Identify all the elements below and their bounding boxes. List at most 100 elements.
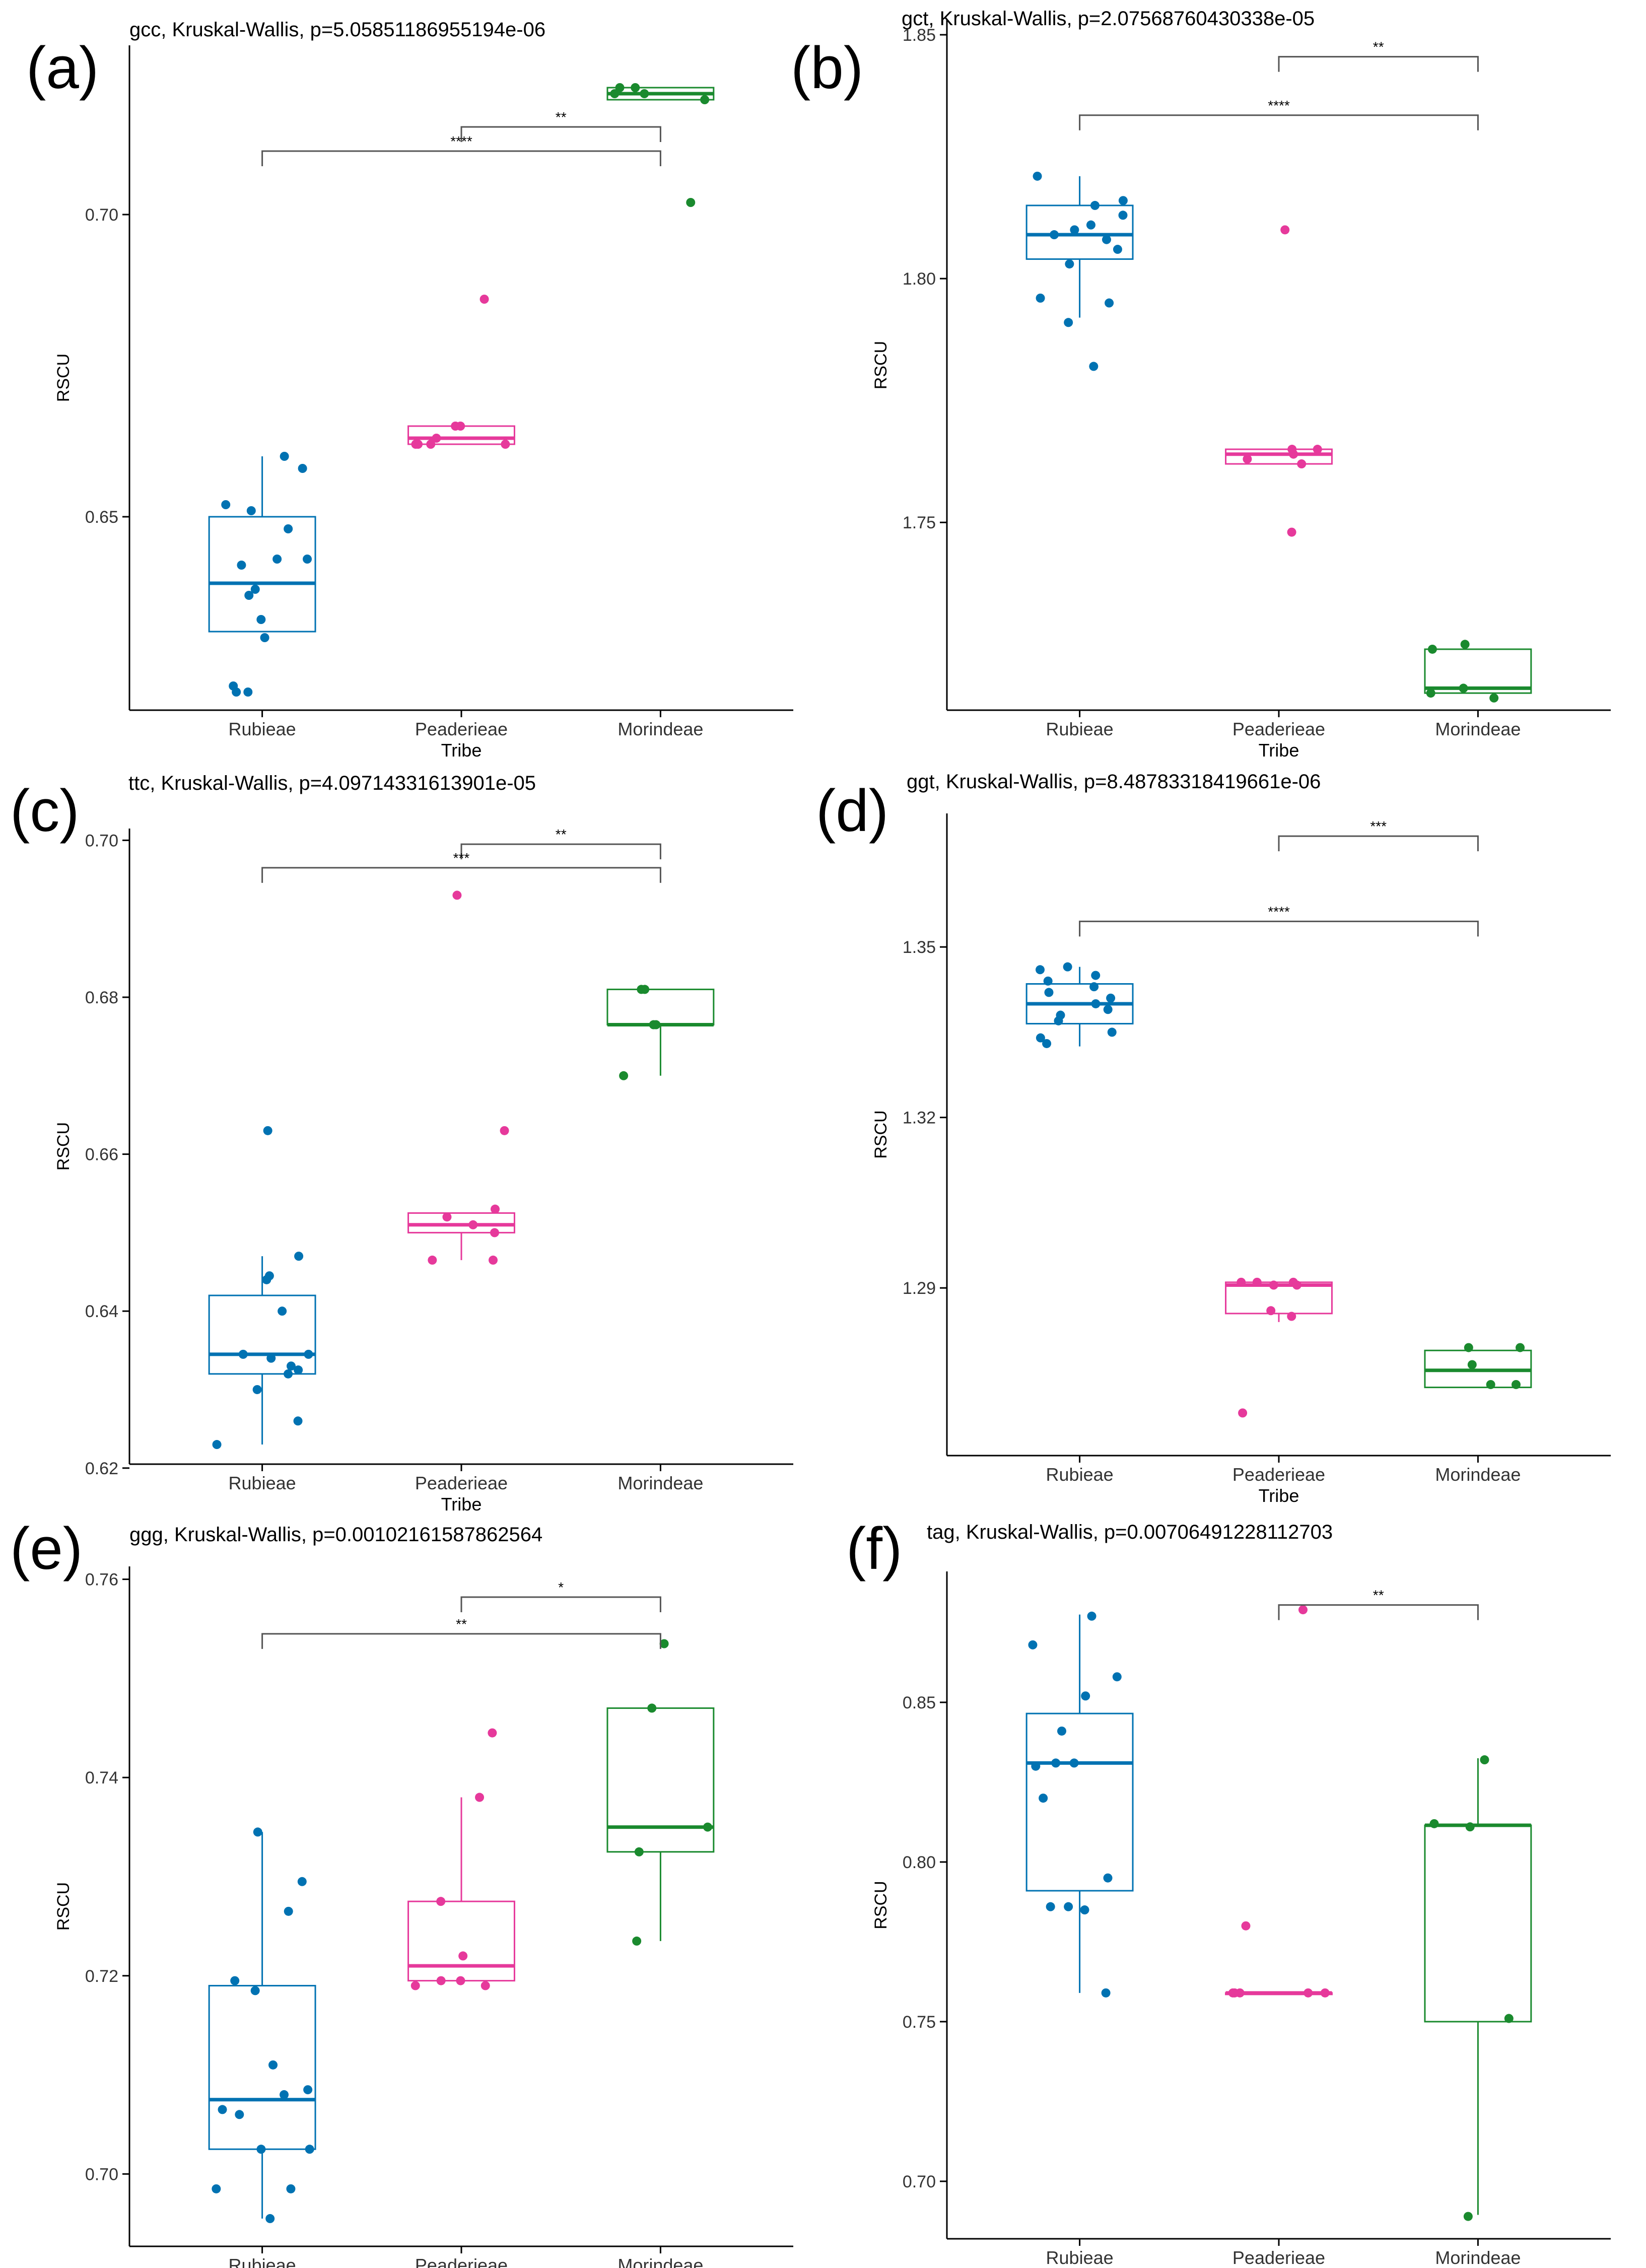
y-tick-label: 0.65 bbox=[85, 508, 118, 527]
box-peaderieae bbox=[1225, 448, 1333, 465]
data-point bbox=[265, 2214, 275, 2223]
box-iqr bbox=[1025, 204, 1134, 260]
box-rubieae bbox=[208, 1256, 316, 1445]
data-point bbox=[1252, 1277, 1262, 1287]
bracket-line bbox=[261, 150, 661, 166]
data-point bbox=[640, 89, 649, 98]
y-tick-label: 0.62 bbox=[85, 1459, 118, 1478]
data-point bbox=[1103, 1873, 1113, 1883]
data-point bbox=[1033, 171, 1042, 181]
data-point bbox=[278, 1307, 287, 1316]
x-tick-label: Morindeae bbox=[1435, 1464, 1521, 1485]
x-tick-label: Peaderieae bbox=[1232, 2247, 1325, 2268]
data-point bbox=[1064, 1902, 1073, 1911]
data-point bbox=[686, 198, 696, 207]
x-tick-label: Rubieae bbox=[229, 1473, 296, 1493]
panel-label: (e) bbox=[10, 1516, 83, 1582]
significance-bracket: **** bbox=[1079, 98, 1479, 130]
data-point bbox=[651, 1020, 661, 1029]
data-point bbox=[294, 1252, 304, 1261]
x-axis-label: Tribe bbox=[1259, 740, 1299, 761]
y-tick-label: 1.29 bbox=[903, 1279, 936, 1298]
panel-a: (a) gcc, Kruskal-Wallis, p=5.058511869551… bbox=[26, 19, 793, 761]
box-morindeae bbox=[1424, 1349, 1532, 1389]
box-morindeae bbox=[606, 1707, 715, 1941]
data-point bbox=[436, 1976, 446, 1985]
y-tick-label: 1.35 bbox=[903, 938, 936, 957]
data-point bbox=[284, 524, 293, 533]
bracket-line bbox=[1079, 920, 1479, 937]
data-point bbox=[262, 1275, 271, 1284]
y-tick-label: 0.64 bbox=[85, 1302, 118, 1321]
bracket-label: *** bbox=[1370, 818, 1387, 834]
data-point bbox=[1287, 1312, 1296, 1321]
data-point bbox=[1269, 1280, 1278, 1290]
panel-label: (b) bbox=[791, 35, 863, 101]
panel-b: (b) gct, Kruskal-Wallis, p=2.075687604303… bbox=[791, 8, 1611, 761]
data-point bbox=[232, 688, 241, 697]
y-tick-label: 1.80 bbox=[903, 269, 936, 289]
x-tick-label: Peaderieae bbox=[1232, 719, 1325, 739]
significance-bracket: ** bbox=[460, 109, 661, 142]
data-point bbox=[1313, 445, 1322, 454]
data-point bbox=[1465, 1822, 1475, 1832]
data-point bbox=[1050, 230, 1059, 240]
data-point bbox=[286, 2184, 296, 2193]
panel-label: (d) bbox=[816, 778, 888, 844]
data-point bbox=[1057, 1726, 1067, 1736]
significance-bracket: *** bbox=[1278, 818, 1479, 852]
x-tick-label: Rubieae bbox=[229, 719, 296, 739]
data-point bbox=[1464, 1343, 1473, 1352]
data-point bbox=[212, 1440, 222, 1450]
data-point bbox=[252, 1385, 262, 1394]
y-tick-label: 0.70 bbox=[85, 831, 118, 850]
data-point bbox=[700, 95, 710, 104]
panel-title: ggt, Kruskal-Wallis, p=8.48783318419661e… bbox=[907, 771, 1321, 793]
data-point bbox=[263, 1126, 272, 1135]
x-tick-label: Rubieae bbox=[229, 2255, 296, 2268]
data-point bbox=[1266, 1306, 1276, 1316]
box-iqr bbox=[1424, 648, 1532, 694]
data-point bbox=[475, 1793, 485, 1802]
data-point bbox=[297, 1877, 307, 1886]
data-point bbox=[1297, 459, 1307, 469]
data-point bbox=[250, 1986, 260, 1996]
data-point bbox=[1028, 1640, 1038, 1650]
data-point bbox=[1429, 1819, 1439, 1828]
panel-title: tag, Kruskal-Wallis, p=0.007064912281127… bbox=[927, 1521, 1333, 1543]
data-point bbox=[256, 2145, 266, 2154]
data-point bbox=[456, 422, 465, 431]
box-iqr bbox=[208, 516, 316, 633]
data-point bbox=[1081, 1691, 1090, 1701]
y-axis-label: RSCU bbox=[871, 341, 890, 389]
y-tick-label: 0.74 bbox=[85, 1768, 118, 1788]
box-rubieae bbox=[1025, 967, 1134, 1047]
data-point bbox=[1320, 1988, 1330, 1998]
data-point bbox=[303, 2085, 313, 2095]
panel-label: (a) bbox=[26, 35, 99, 101]
data-point bbox=[1480, 1755, 1489, 1765]
data-point bbox=[1113, 245, 1122, 254]
panel-e: (e) ggg, Kruskal-Wallis, p=0.001021615878… bbox=[10, 1516, 793, 2268]
data-point bbox=[1039, 1794, 1048, 1803]
data-point bbox=[250, 585, 260, 594]
data-point bbox=[1105, 298, 1114, 308]
y-axis-label: RSCU bbox=[871, 1881, 890, 1929]
bracket-line bbox=[460, 843, 661, 860]
data-point bbox=[1241, 1921, 1251, 1931]
x-tick-label: Peaderieae bbox=[415, 2255, 508, 2268]
box-rubieae bbox=[1025, 176, 1134, 318]
x-tick-label: Morindeae bbox=[1435, 719, 1521, 739]
significance-bracket: **** bbox=[261, 133, 661, 166]
box-iqr bbox=[208, 1294, 316, 1375]
bracket-line bbox=[1278, 56, 1479, 72]
y-tick-label: 0.75 bbox=[903, 2013, 936, 2032]
significance-bracket: * bbox=[460, 1579, 661, 1613]
data-point bbox=[1036, 1033, 1045, 1043]
data-point bbox=[1051, 1758, 1061, 1768]
data-point bbox=[1102, 235, 1112, 244]
data-point bbox=[1298, 1605, 1308, 1615]
data-point bbox=[260, 633, 269, 642]
box-morindeae bbox=[606, 87, 715, 101]
y-tick-label: 1.32 bbox=[903, 1109, 936, 1128]
